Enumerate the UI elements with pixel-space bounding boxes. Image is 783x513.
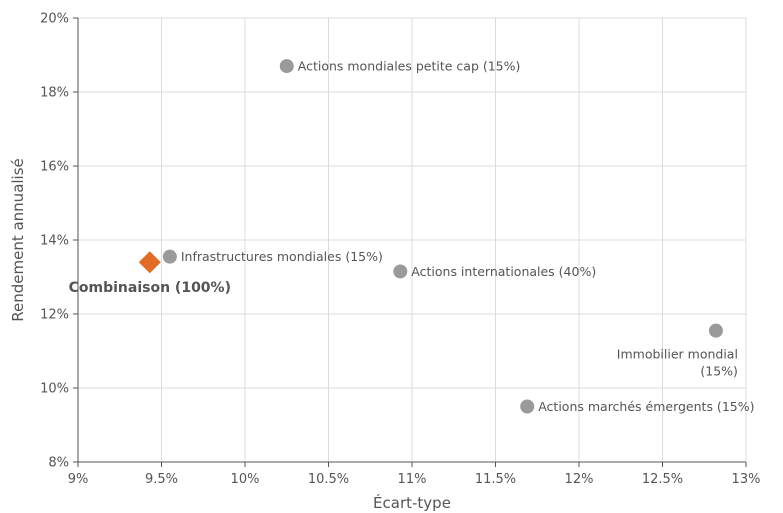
- y-tick-label: 16%: [40, 160, 69, 175]
- point-marker-infrastructures-mondiales-15: [162, 249, 177, 264]
- point-label-actions-internationales-40: Actions internationales (40%): [411, 264, 596, 279]
- x-tick-label: 10.5%: [308, 472, 349, 487]
- x-axis-title: Écart-type: [373, 493, 451, 512]
- data-points: Actions mondiales petite cap (15%) Infras…: [69, 59, 755, 414]
- x-tick-label: 10%: [231, 472, 260, 487]
- y-tick-label: 18%: [40, 86, 69, 101]
- grid-lines: [78, 17, 747, 462]
- x-tick-label: 9%: [68, 472, 89, 487]
- point-label-immobilier-mondial-15: Immobilier mondial: [617, 347, 738, 362]
- point-marker-combinaison-100: [138, 251, 161, 274]
- point-label-actions-marches-emergents-15: Actions marchés émergents (15%): [538, 399, 754, 414]
- x-axis-ticks: 9% 9.5% 10% 10.5% 11% 11.5% 12% 12.5% 13%: [68, 462, 761, 487]
- x-tick-label: 13%: [732, 472, 761, 487]
- point-label-immobilier-mondial-15: (15%): [700, 364, 738, 379]
- y-tick-label: 10%: [40, 382, 69, 397]
- point-marker-immobilier-mondial-15: [708, 323, 723, 338]
- y-axis-ticks: 8% 10% 12% 14% 16% 18% 20%: [40, 12, 78, 471]
- point-marker-actions-internationales-40: [393, 264, 408, 279]
- point-label-infrastructures-mondiales-15: Infrastructures mondiales (15%): [181, 249, 383, 264]
- y-axis-title: Rendement annualisé: [9, 158, 27, 322]
- point-marker-actions-marches-emergents-15: [520, 399, 535, 414]
- x-tick-label: 9.5%: [145, 472, 178, 487]
- y-tick-label: 20%: [40, 12, 69, 27]
- y-tick-label: 12%: [40, 308, 69, 323]
- point-label-combinaison-100: Combinaison (100%): [69, 280, 231, 296]
- x-tick-label: 11.5%: [475, 472, 516, 487]
- y-tick-label: 14%: [40, 234, 69, 249]
- x-tick-label: 11%: [398, 472, 427, 487]
- x-tick-label: 12.5%: [642, 472, 683, 487]
- y-tick-label: 8%: [48, 456, 69, 471]
- x-tick-label: 12%: [565, 472, 594, 487]
- point-marker-actions-mondiales-petite-cap-15: [279, 59, 294, 74]
- point-label-actions-mondiales-petite-cap-15: Actions mondiales petite cap (15%): [298, 59, 521, 74]
